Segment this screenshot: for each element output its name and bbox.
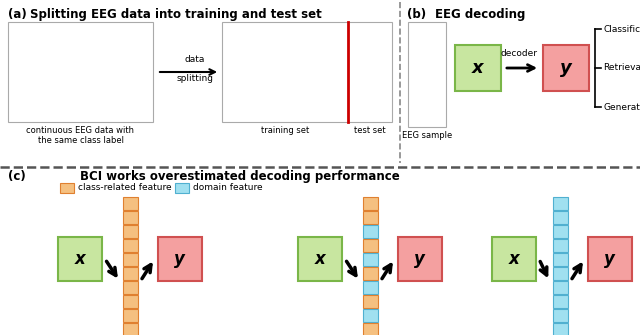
FancyBboxPatch shape [122,225,138,238]
FancyBboxPatch shape [362,197,378,210]
Text: the same class label: the same class label [38,136,124,145]
Text: Retrieval: Retrieval [603,64,640,72]
FancyBboxPatch shape [492,237,536,281]
FancyBboxPatch shape [122,309,138,322]
Text: y: y [174,250,185,268]
Text: domain feature: domain feature [193,184,262,193]
FancyBboxPatch shape [122,253,138,266]
FancyBboxPatch shape [552,323,568,335]
FancyBboxPatch shape [408,22,446,127]
FancyBboxPatch shape [552,253,568,266]
Text: Generation: Generation [603,103,640,112]
Text: splitting: splitting [177,74,214,83]
FancyBboxPatch shape [362,239,378,252]
FancyBboxPatch shape [552,211,568,223]
FancyBboxPatch shape [122,267,138,280]
FancyBboxPatch shape [298,237,342,281]
Text: decoder: decoder [500,49,538,58]
Text: continuous EEG data with: continuous EEG data with [26,126,134,135]
FancyBboxPatch shape [58,237,102,281]
FancyBboxPatch shape [543,45,589,91]
FancyBboxPatch shape [157,237,202,281]
Text: EEG sample: EEG sample [402,131,452,140]
Text: y: y [560,59,572,77]
Text: class-related feature: class-related feature [78,184,172,193]
FancyBboxPatch shape [552,239,568,252]
FancyBboxPatch shape [122,239,138,252]
Text: y: y [414,250,425,268]
FancyBboxPatch shape [362,309,378,322]
Text: x: x [509,250,520,268]
FancyBboxPatch shape [122,323,138,335]
FancyBboxPatch shape [455,45,501,91]
Text: training set: training set [260,126,309,135]
FancyBboxPatch shape [175,183,189,193]
Text: x: x [472,59,484,77]
Text: y: y [604,250,615,268]
FancyBboxPatch shape [552,197,568,210]
FancyBboxPatch shape [362,211,378,223]
Text: (a): (a) [8,8,27,21]
FancyBboxPatch shape [552,281,568,293]
Text: test set: test set [354,126,386,135]
FancyBboxPatch shape [552,295,568,308]
Text: Classification: Classification [603,24,640,34]
FancyBboxPatch shape [362,281,378,293]
FancyBboxPatch shape [362,323,378,335]
FancyBboxPatch shape [552,225,568,238]
FancyBboxPatch shape [362,253,378,266]
FancyBboxPatch shape [222,22,392,122]
FancyBboxPatch shape [552,309,568,322]
FancyBboxPatch shape [397,237,442,281]
Text: EEG decoding: EEG decoding [435,8,525,21]
FancyBboxPatch shape [122,295,138,308]
Text: data: data [185,55,205,64]
Text: Splitting EEG data into training and test set: Splitting EEG data into training and tes… [30,8,322,21]
Text: x: x [315,250,325,268]
FancyBboxPatch shape [60,183,74,193]
Text: (b): (b) [407,8,426,21]
FancyBboxPatch shape [122,197,138,210]
FancyBboxPatch shape [122,281,138,293]
Text: BCI works overestimated decoding performance: BCI works overestimated decoding perform… [80,170,400,183]
Text: (c): (c) [8,170,26,183]
FancyBboxPatch shape [122,211,138,223]
FancyBboxPatch shape [362,267,378,280]
Text: x: x [75,250,85,268]
FancyBboxPatch shape [588,237,632,281]
FancyBboxPatch shape [552,267,568,280]
FancyBboxPatch shape [362,295,378,308]
FancyBboxPatch shape [362,225,378,238]
FancyBboxPatch shape [8,22,153,122]
